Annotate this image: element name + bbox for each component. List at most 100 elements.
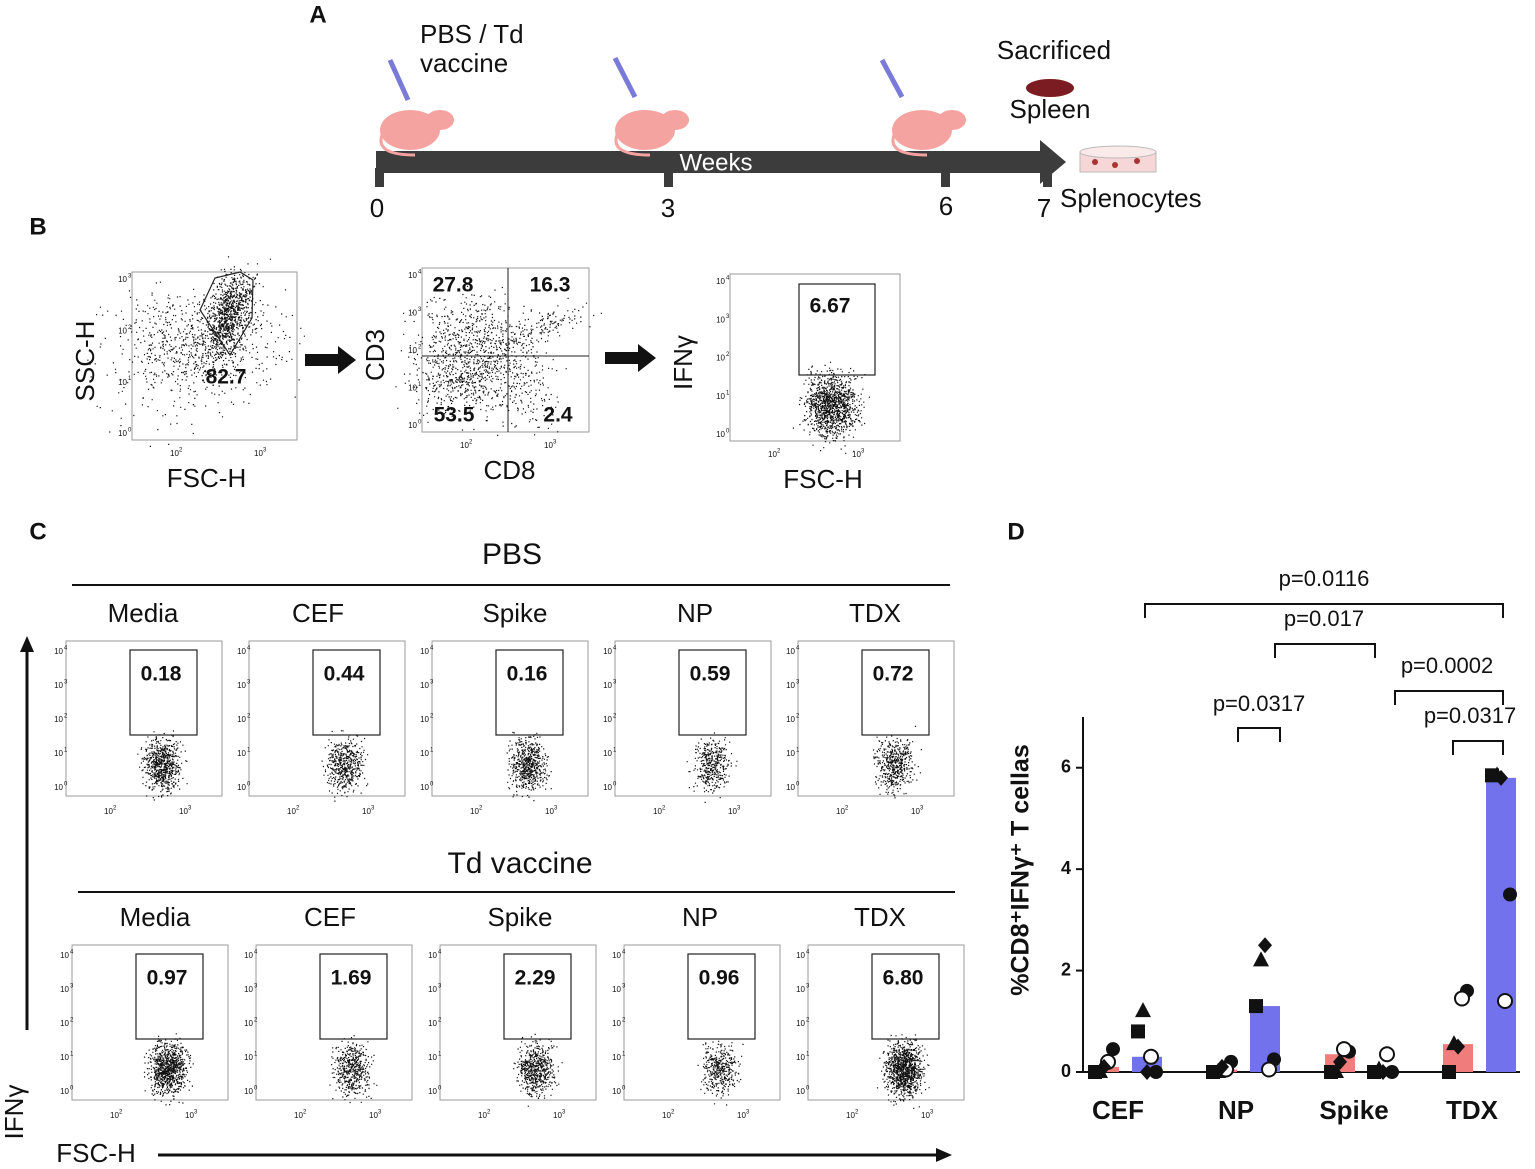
dot-cloud (329, 1035, 378, 1104)
point (1106, 1042, 1120, 1057)
point (1149, 1065, 1163, 1079)
point (1261, 1061, 1277, 1078)
log-tick-base: 10 (408, 271, 417, 280)
log-tick-base: 10 (796, 951, 805, 960)
log-tick-base: 10 (612, 1019, 621, 1028)
log-tick-exponent: 2 (128, 325, 132, 331)
gate-value: 6.80 (883, 967, 924, 990)
week-tick: 0 (370, 193, 384, 223)
gate (678, 649, 747, 736)
injection-label: vaccine (420, 48, 508, 78)
log-tick-exponent: 3 (806, 984, 810, 990)
log-tick-exponent: 2 (487, 1110, 491, 1116)
log-tick-base: 10 (185, 1111, 194, 1120)
gate-value: 0.16 (507, 663, 548, 686)
log-tick-exponent: 0 (806, 1086, 810, 1092)
log-tick-exponent: 1 (70, 1052, 74, 1058)
log-tick-exponent: 2 (845, 806, 849, 812)
c-x-label: FSC-H (56, 1138, 135, 1168)
log-tick-exponent: 3 (438, 984, 442, 990)
log-tick-base: 10 (716, 315, 725, 324)
log-tick-exponent: 4 (613, 646, 617, 652)
y-tick-label: 0 (1061, 1061, 1071, 1081)
injection-label: PBS / Td (420, 19, 524, 49)
log-tick-exponent: 4 (254, 950, 258, 956)
point (1333, 1053, 1347, 1070)
dot-cloud (792, 361, 870, 454)
gate (503, 953, 572, 1040)
log-tick-base: 10 (408, 421, 417, 430)
log-tick-base: 10 (460, 441, 469, 450)
timeline-arrow (375, 140, 1066, 187)
gate-value: 0.59 (690, 663, 731, 686)
log-tick-base: 10 (653, 807, 662, 816)
gate-value: 0.96 (699, 967, 740, 990)
point (1258, 937, 1272, 954)
plot-frame (131, 271, 298, 441)
point (1328, 1063, 1344, 1078)
gate-value: 0.72 (873, 663, 914, 686)
week-tick: 6 (939, 191, 953, 221)
log-tick-base: 10 (796, 985, 805, 994)
point (1451, 1038, 1465, 1055)
log-tick-base: 10 (369, 1111, 378, 1120)
log-tick-base: 10 (786, 715, 795, 724)
gate-value: 1.69 (331, 967, 372, 990)
log-tick-base: 10 (911, 807, 920, 816)
log-tick-base: 10 (662, 1111, 671, 1120)
log-tick-base: 10 (237, 647, 246, 656)
log-tick-exponent: 2 (254, 1018, 258, 1024)
x-label: FSC-H (167, 463, 246, 493)
gate (687, 953, 756, 1040)
plot-frame (729, 273, 901, 442)
log-tick-exponent: 3 (737, 806, 741, 812)
log-tick-exponent: 3 (70, 984, 74, 990)
gate (798, 283, 876, 376)
gate-value: 16.3 (530, 274, 571, 297)
panel-label: D (1007, 518, 1024, 545)
gating-arrow (305, 344, 656, 374)
y-label: SSC-H (70, 321, 100, 402)
log-tick-base: 10 (60, 1053, 69, 1062)
log-tick-base: 10 (104, 807, 113, 816)
log-tick-base: 10 (244, 985, 253, 994)
log-tick-exponent: 3 (746, 1110, 750, 1116)
log-tick-base: 10 (716, 277, 725, 286)
log-tick-base: 10 (237, 681, 246, 690)
point (1385, 1065, 1399, 1079)
point (1376, 1064, 1390, 1080)
log-tick-exponent: 4 (247, 646, 251, 652)
log-tick-base: 10 (170, 449, 179, 458)
condition-label: TDX (854, 902, 906, 932)
log-tick-exponent: 0 (247, 782, 251, 788)
dish-icon (1079, 145, 1157, 173)
c-y-label: IFNγ (0, 1085, 29, 1140)
log-tick-base: 10 (118, 378, 127, 387)
log-tick-base: 10 (244, 951, 253, 960)
point (1215, 1058, 1229, 1075)
gate (129, 649, 198, 736)
log-tick-base: 10 (428, 1053, 437, 1062)
plot-frame (797, 640, 955, 797)
log-tick-exponent: 0 (128, 428, 132, 434)
gate (199, 271, 254, 357)
log-tick-base: 10 (54, 647, 63, 656)
log-tick-base: 10 (786, 681, 795, 690)
log-tick-base: 10 (836, 807, 845, 816)
log-tick-exponent: 1 (438, 1052, 442, 1058)
log-tick-exponent: 2 (179, 448, 183, 454)
bar (1486, 777, 1516, 1072)
log-tick-exponent: 1 (622, 1052, 626, 1058)
log-tick-base: 10 (737, 1111, 746, 1120)
y-label: IFNγ (668, 335, 698, 390)
log-tick-exponent: 1 (806, 1052, 810, 1058)
log-tick-exponent: 3 (622, 984, 626, 990)
condition-label: Media (120, 902, 191, 932)
log-tick-exponent: 4 (726, 276, 730, 282)
log-tick-base: 10 (179, 807, 188, 816)
log-tick-base: 10 (428, 1087, 437, 1096)
log-tick-exponent: 1 (254, 1052, 258, 1058)
p-value: p=0.0116 (1279, 566, 1370, 591)
dot-cloud (506, 731, 552, 802)
log-tick-exponent: 0 (613, 782, 617, 788)
